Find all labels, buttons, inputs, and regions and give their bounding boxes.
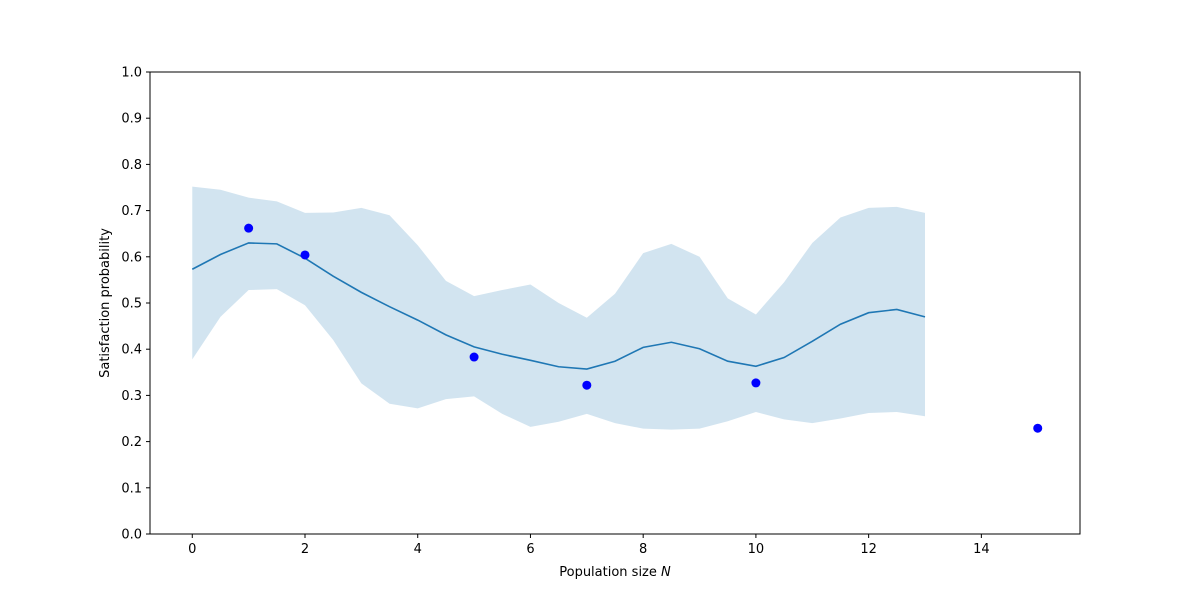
mean-line (191, 242, 926, 370)
scatter-point (244, 223, 254, 233)
y-tick-label: 0.5 (121, 297, 142, 312)
scatter-point (1033, 423, 1043, 433)
y-tick-label: 0.6 (121, 250, 142, 265)
y-tick-label: 0.8 (121, 158, 142, 173)
x-tick-label: 0 (188, 542, 196, 557)
y-tick-label: 0.4 (121, 343, 142, 358)
y-tick-label: 0.9 (121, 112, 142, 127)
y-tick-label: 0.2 (121, 435, 142, 450)
x-axis-label-text: Population size (559, 565, 661, 580)
x-axis: 0 2 4 6 8 10 12 14 (188, 534, 990, 557)
x-tick-label: 12 (860, 542, 877, 557)
scatter-point (469, 352, 479, 362)
confidence-band (192, 186, 925, 430)
y-axis-label: Satisfaction probability (98, 228, 113, 378)
x-tick-label: 14 (973, 542, 990, 557)
y-tick-label: 1.0 (121, 66, 142, 81)
scatter-point (582, 380, 592, 390)
x-axis-label-variable: N (661, 565, 671, 580)
y-axis: 0.0 0.1 0.2 0.3 0.4 0.5 0.6 0.7 0.8 0.9 1.0 (121, 66, 150, 543)
y-tick-label: 0.7 (121, 204, 142, 219)
y-tick-label: 0.3 (121, 389, 142, 404)
x-tick-label: 2 (301, 542, 309, 557)
x-tick-label: 10 (748, 542, 765, 557)
x-axis-label: Population size N (559, 565, 671, 580)
scatter-point (300, 250, 310, 260)
x-tick-label: 6 (526, 542, 534, 557)
scatter-point (751, 378, 761, 388)
x-tick-label: 8 (639, 542, 647, 557)
plot-area (191, 186, 1043, 433)
y-tick-label: 0.1 (121, 481, 142, 496)
x-tick-label: 4 (414, 542, 422, 557)
y-tick-label: 0.0 (121, 528, 142, 543)
